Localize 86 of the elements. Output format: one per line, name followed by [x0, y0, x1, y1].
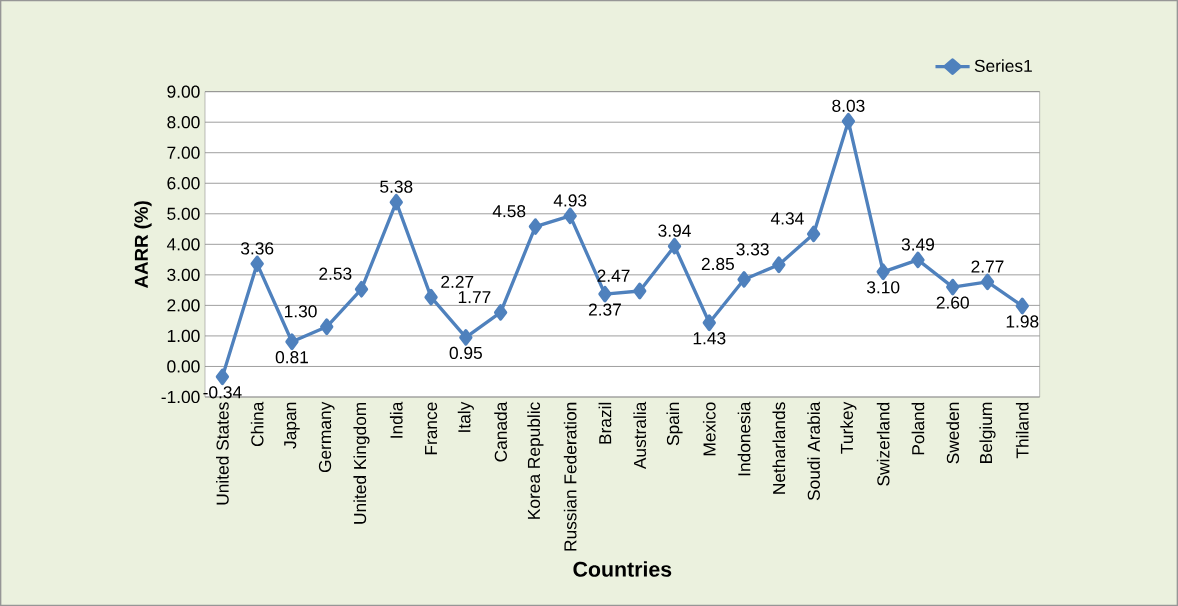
point — [737, 271, 751, 288]
x-tick-label: Swizerland — [876, 402, 890, 486]
data-label: 1.43 — [693, 332, 726, 345]
point — [354, 280, 369, 298]
point — [1015, 297, 1029, 315]
data-label: 4.93 — [553, 194, 587, 207]
x-tick-label: Indonesia — [737, 401, 751, 476]
y-tick-label: 3.00 — [167, 268, 200, 281]
data-label: 0.81 — [275, 351, 308, 364]
point — [946, 278, 960, 296]
point — [702, 314, 716, 332]
x-axis-title: Countries — [573, 561, 672, 577]
data-label: 0.95 — [449, 346, 482, 360]
y-tick-label: 9.00 — [167, 85, 200, 98]
data-label: 4.58 — [492, 205, 526, 218]
x-tick-label: Italy — [457, 401, 474, 432]
x-tick-label: France — [425, 402, 438, 455]
point — [980, 273, 995, 291]
x-tick-label: Soudi Arabia — [807, 401, 820, 501]
data-label: 3.49 — [901, 238, 934, 251]
data-label: 1.30 — [284, 305, 317, 318]
y-tick-label: 4.00 — [166, 238, 200, 251]
x-tick-label: United States — [216, 402, 229, 505]
point — [633, 282, 647, 300]
x-tick-label: China — [250, 401, 264, 447]
point — [598, 285, 612, 303]
data-label: -0.34 — [203, 386, 242, 399]
legend-label: Series1 — [974, 59, 1032, 73]
y-tick-label: 6.00 — [167, 177, 200, 190]
point — [563, 207, 577, 225]
point — [911, 251, 925, 269]
data-label: 2.37 — [588, 303, 621, 316]
y-tick-label: 0.00 — [167, 360, 200, 373]
data-label: 3.36 — [240, 242, 274, 255]
point — [424, 288, 438, 306]
data-label: 3.10 — [866, 281, 900, 294]
x-tick-label: Spain — [666, 402, 683, 446]
data-label: 2.27 — [441, 275, 474, 288]
data-label: 3.94 — [658, 224, 691, 237]
point — [389, 193, 403, 211]
data-label: 3.33 — [736, 243, 769, 256]
x-tick-label: Japan — [284, 402, 300, 449]
data-label: 8.03 — [832, 99, 865, 112]
y-axis-title: AARR (%) — [134, 201, 152, 288]
x-tick-label: Brazil — [598, 402, 612, 444]
x-tick-label: Netharlands — [772, 402, 786, 494]
point — [806, 225, 821, 243]
x-tick-label: Turkey — [840, 401, 857, 454]
point — [493, 304, 508, 321]
y-tick-label: 7.00 — [167, 146, 200, 159]
point — [528, 218, 543, 235]
y-tick-label: 1.00 — [167, 329, 200, 343]
data-label: 5.38 — [380, 180, 413, 193]
y-tick-label: 8.00 — [167, 116, 200, 129]
y-tick-label: 5.00 — [167, 207, 200, 220]
x-tick-label: Russian Federation — [563, 402, 577, 551]
point — [841, 112, 856, 130]
point — [876, 263, 890, 281]
point — [215, 368, 230, 386]
point — [285, 333, 299, 351]
x-tick-label: Australia — [633, 401, 647, 470]
y-tick-label: -1.00 — [161, 390, 200, 404]
point — [459, 329, 473, 346]
data-label: 2.47 — [597, 269, 630, 282]
data-label: 4.34 — [770, 212, 804, 225]
x-tick-label: Canada — [494, 401, 507, 462]
data-label: 1.98 — [1006, 315, 1039, 328]
y-tick-label: 2.00 — [167, 299, 200, 312]
point — [320, 318, 334, 336]
data-label: 2.60 — [936, 296, 969, 309]
point — [667, 237, 682, 255]
data-label: 2.85 — [701, 257, 734, 271]
data-label: 2.53 — [319, 267, 352, 280]
x-tick-label: United Kingdom — [353, 402, 370, 524]
x-tick-label: Belgium — [979, 402, 996, 463]
x-tick-label: Sweden — [946, 402, 960, 464]
point — [250, 255, 264, 273]
data-label: 1.77 — [458, 291, 491, 304]
x-tick-label: Thiland — [1015, 402, 1029, 459]
point — [772, 256, 786, 274]
data-label: 2.77 — [971, 260, 1004, 273]
x-tick-label: Korea Republic — [527, 402, 544, 519]
x-tick-label: India — [389, 401, 403, 438]
x-tick-label: Germany — [318, 401, 335, 473]
x-tick-label: Mexico — [702, 402, 716, 456]
x-tick-label: Poland — [911, 402, 925, 455]
